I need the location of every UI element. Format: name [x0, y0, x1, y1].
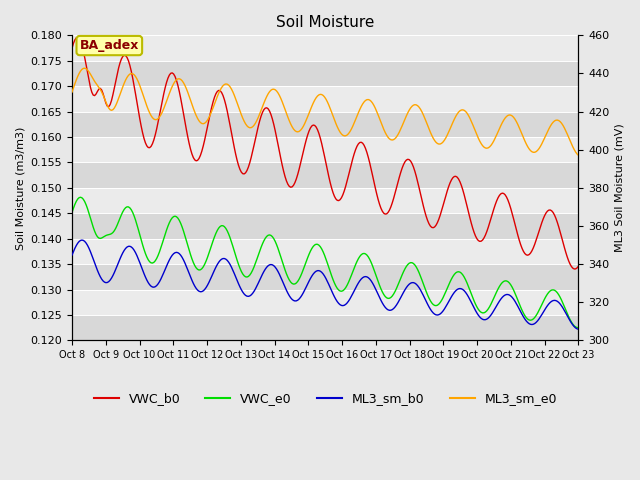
Title: Soil Moisture: Soil Moisture: [276, 15, 374, 30]
Bar: [72, 213, 579, 239]
Bar: [72, 112, 579, 137]
Bar: [72, 61, 579, 86]
Bar: [72, 264, 579, 289]
Text: BA_adex: BA_adex: [79, 39, 139, 52]
Bar: [72, 86, 579, 112]
Bar: [72, 289, 579, 315]
Bar: [72, 137, 579, 162]
Bar: [72, 36, 579, 61]
Bar: [72, 315, 579, 340]
Bar: [72, 239, 579, 264]
Y-axis label: Soil Moisture (m3/m3): Soil Moisture (m3/m3): [15, 126, 25, 250]
Bar: [72, 162, 579, 188]
Legend: VWC_b0, VWC_e0, ML3_sm_b0, ML3_sm_e0: VWC_b0, VWC_e0, ML3_sm_b0, ML3_sm_e0: [88, 387, 562, 410]
Y-axis label: ML3 Soil Moisture (mV): ML3 Soil Moisture (mV): [615, 123, 625, 252]
Bar: [72, 188, 579, 213]
